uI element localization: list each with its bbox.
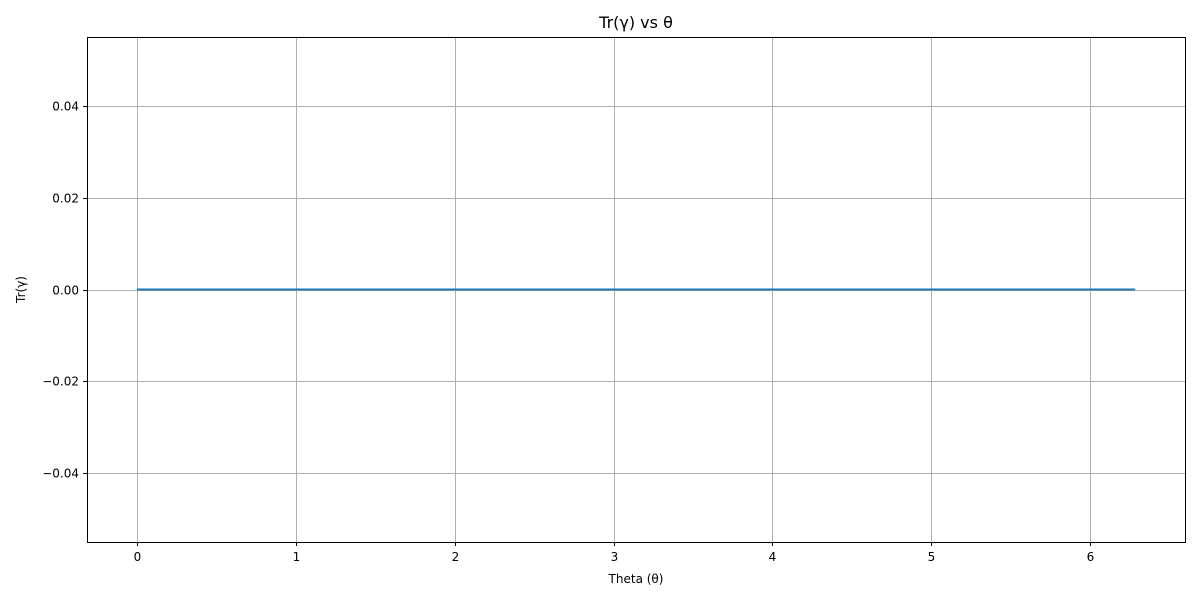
chart-title: Tr(γ) vs θ: [598, 13, 673, 32]
axis-ticks: 0 1 2 3 4 5 6 −0.04 −0.02 0.00 0.02 0.04: [42, 100, 1094, 565]
x-axis-label: Theta (θ): [608, 572, 664, 586]
x-tick-label: 0: [134, 550, 142, 564]
x-tick-label: 3: [611, 550, 619, 564]
plot-area-frame: [87, 37, 1186, 543]
x-tick-label: 5: [928, 550, 936, 564]
y-tick-label: −0.04: [42, 467, 79, 481]
x-tick-label: 2: [452, 550, 460, 564]
y-tick-label: −0.02: [42, 375, 79, 389]
x-tick-label: 1: [293, 550, 301, 564]
x-tick-label: 6: [1087, 550, 1095, 564]
y-tick-label: 0.04: [52, 100, 79, 114]
y-tick-label: 0.00: [52, 284, 79, 298]
x-tick-label: 4: [769, 550, 777, 564]
y-tick-label: 0.02: [52, 192, 79, 206]
y-axis-label: Tr(γ): [14, 276, 28, 304]
